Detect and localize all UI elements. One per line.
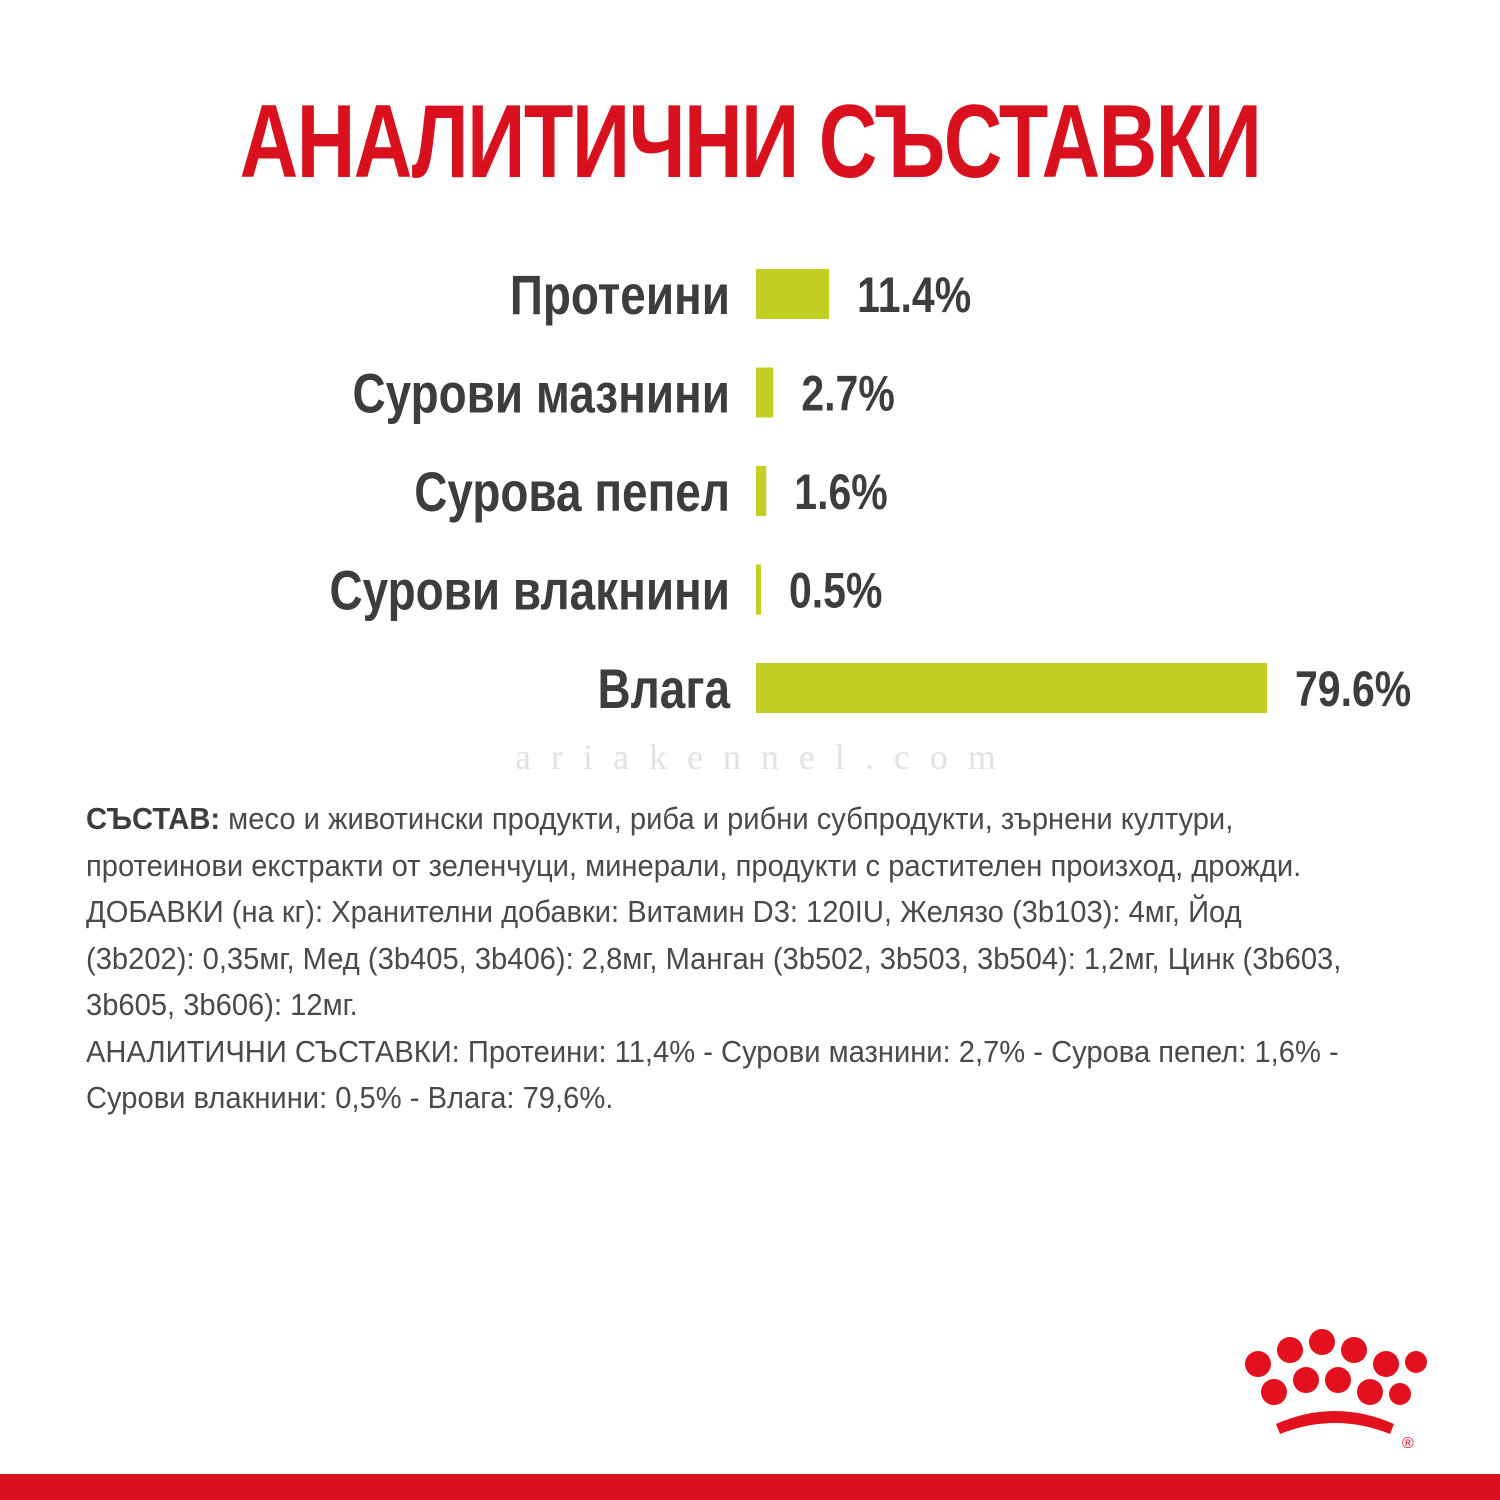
bottom-band [0, 1474, 1500, 1500]
bar-label: Влага [598, 658, 731, 720]
analytical-paragraph: АНАЛИТИЧНИ СЪСТАВКИ: Протеини: 11,4% - С… [86, 1033, 1339, 1116]
crown-dots [1245, 1329, 1427, 1405]
composition-paragraph: СЪСТАВ: месо и животински продукти, риба… [86, 796, 1346, 889]
bar-value-label: 2.7% [801, 366, 894, 422]
page-title: АНАЛИТИЧНИ СЪСТАВКИ [239, 84, 1262, 200]
bar [756, 663, 1267, 713]
bar [756, 367, 774, 418]
bar [756, 564, 761, 615]
watermark: ariakennel.com [515, 737, 1016, 777]
additives-paragraph: ДОБАВКИ (на кг): Хранителни добавки: Вит… [86, 894, 1342, 1022]
bar-label: Сурова пепел [414, 461, 730, 523]
bar-label: Протеини [510, 264, 730, 326]
bar-label: Сурови влакнини [330, 559, 730, 621]
bar-value-label: 1.6% [794, 464, 887, 520]
bar [756, 466, 767, 516]
nutrient-bar-chart: Протеини 11.4% Сурови мазнини 2.7% Сурова пе… [330, 264, 1412, 720]
composition-block: СЪСТАВ: месо и животински продукти, риба… [86, 796, 1346, 1122]
bar-value-label: 79.6% [1295, 661, 1411, 717]
bar-label: Сурови мазнини [353, 362, 730, 424]
crown-arc [1276, 1411, 1394, 1434]
bar-value-label: 0.5% [789, 563, 882, 619]
royal-canin-crown-logo: ® [1245, 1329, 1427, 1452]
composition-heading: СЪСТАВ: [86, 801, 221, 836]
composition-text: месо и животински продукти, риба и рибни… [86, 801, 1302, 883]
bar-value-label: 11.4% [857, 267, 971, 323]
bar [756, 269, 830, 319]
registered-mark: ® [1402, 1435, 1414, 1452]
